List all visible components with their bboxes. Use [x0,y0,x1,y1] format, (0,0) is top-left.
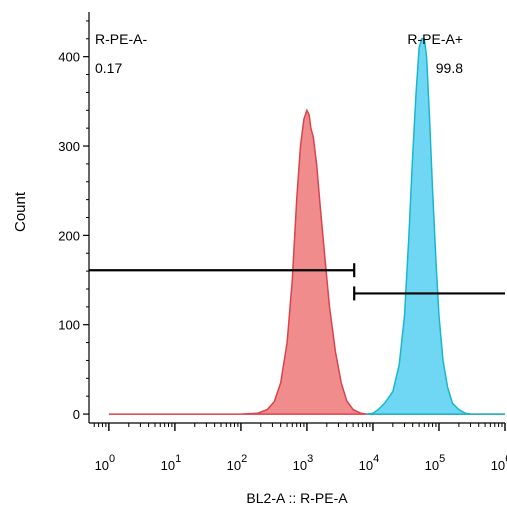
histogram-series-1 [108,108,505,415]
histogram-series-2 [366,38,505,415]
gate-percentage: 99.8 [436,60,463,76]
y-tick-label: 200 [58,228,80,243]
y-tick-label: 0 [73,407,80,422]
x-axis-label: BL2-A :: R-PE-A [246,490,348,506]
x-tick-label: 104 [359,453,380,473]
y-tick-label: 300 [58,139,80,154]
gate-percentage: 0.17 [95,60,122,76]
x-tick-label: 102 [227,453,248,473]
ticks-layer: 0 100 200 300 400 100 101 102 103 104 105 106 [58,20,507,473]
y-tick-label: 100 [58,318,80,333]
gate-label: R-PE-A- [95,31,147,47]
x-tick-label: 101 [161,453,182,473]
y-axis-label: Count [12,191,29,232]
plot-layer [108,38,505,415]
x-tick-label: 103 [293,453,314,473]
gate-label: R-PE-A+ [407,31,463,47]
gates-layer: R-PE-A- 0.17 R-PE-A+ 99.8 [89,31,505,301]
x-tick-label: 100 [95,453,116,473]
x-tick-label: 106 [491,453,507,473]
y-tick-label: 400 [58,50,80,65]
x-tick-label: 105 [425,453,446,473]
